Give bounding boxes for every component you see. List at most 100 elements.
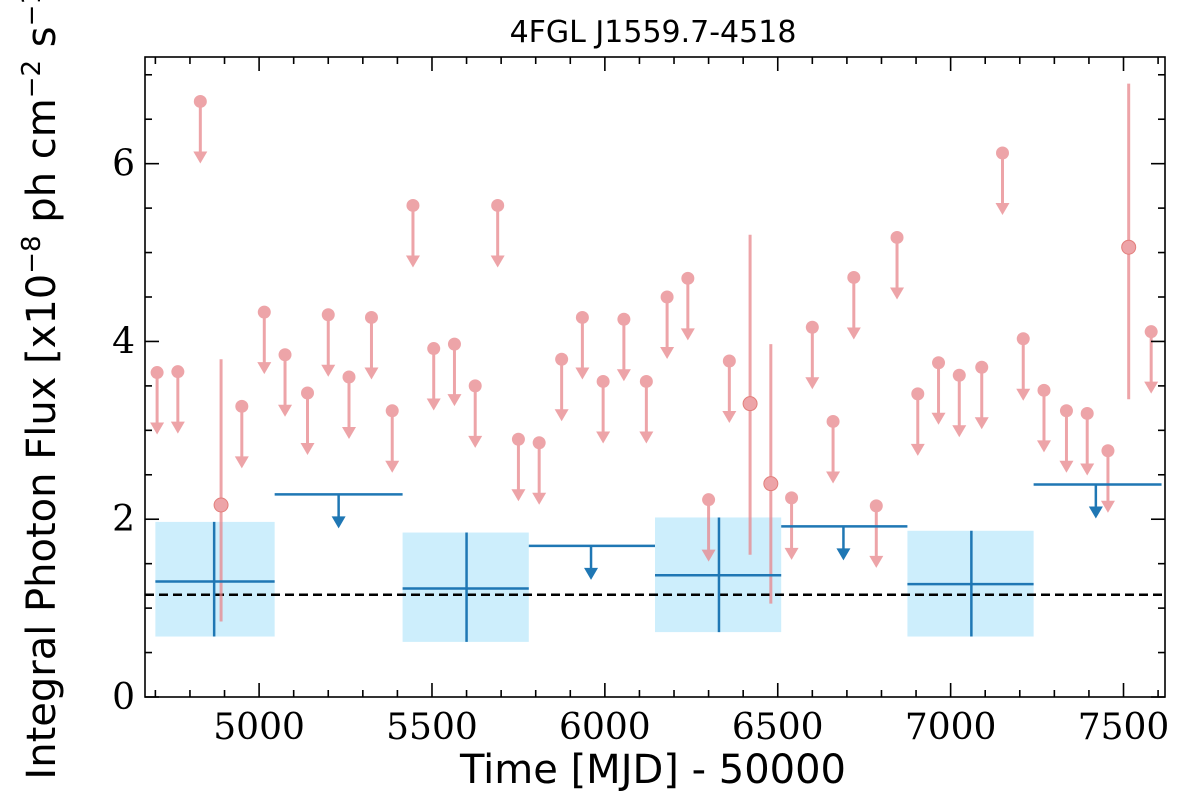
short-bin-upper-limit: [150, 366, 165, 435]
long-bin-upper-limit-arrowhead: [1088, 506, 1103, 519]
y-tick-label: 0: [112, 677, 135, 718]
upper-limit-marker: [257, 305, 271, 319]
upper-limit-marker: [301, 386, 315, 400]
upper-limit-arrowhead: [278, 404, 293, 417]
upper-limit-marker: [468, 379, 482, 393]
upper-limit-arrowhead: [890, 287, 905, 300]
short-bin-upper-limit: [1036, 383, 1051, 453]
upper-limit-arrowhead: [1144, 381, 1159, 394]
short-bin-upper-limit: [701, 493, 716, 562]
upper-limit-marker: [385, 404, 399, 418]
short-bin-upper-limit: [364, 310, 379, 380]
short-bin-upper-limit: [321, 308, 336, 377]
y-axis-label: Integral Photon Flux [x10−8 ph cm−2 s−1]: [17, 0, 65, 780]
upper-limit-arrowhead: [596, 431, 611, 444]
upper-limit-marker: [681, 271, 695, 285]
upper-limit-arrowhead: [447, 394, 462, 407]
short-bin-upper-limit: [1080, 406, 1095, 476]
upper-limit-marker: [321, 308, 335, 322]
short-bin-upper-limit: [278, 348, 293, 417]
short-bin-upper-limit: [826, 414, 841, 484]
upper-limit-marker: [555, 352, 569, 366]
upper-limit-marker: [975, 360, 989, 374]
upper-limit-marker: [617, 312, 631, 326]
upper-limit-marker: [150, 366, 164, 380]
upper-limit-arrowhead: [405, 255, 420, 268]
short-bin-upper-limit: [680, 271, 695, 341]
short-bin-upper-limit: [511, 432, 526, 502]
upper-limit-arrowhead: [805, 377, 820, 390]
upper-limit-marker: [171, 365, 185, 379]
short-bin-upper-limit: [890, 230, 905, 300]
upper-limit-arrowhead: [952, 425, 967, 438]
upper-limit-marker: [1037, 383, 1051, 397]
upper-limit-arrowhead: [193, 151, 208, 164]
upper-limit-arrowhead: [170, 421, 185, 434]
detection-marker: [1121, 239, 1137, 255]
short-bin-upper-limit: [952, 368, 967, 438]
upper-limit-arrowhead: [826, 471, 841, 484]
short-bin-upper-limit: [616, 312, 631, 382]
y-axis-label-main: Integral Photon Flux [x10: [19, 274, 65, 780]
plot-area: [145, 83, 1165, 642]
short-bin-upper-limit: [846, 270, 861, 340]
upper-limit-marker: [193, 94, 207, 108]
upper-limit-marker: [826, 414, 840, 428]
detection-marker: [763, 476, 779, 492]
upper-limit-marker: [235, 399, 249, 413]
upper-limit-marker: [847, 270, 861, 284]
upper-limit-marker: [722, 354, 736, 368]
upper-limit-arrowhead: [931, 412, 946, 425]
x-axis-label: Time [MJD] - 50000: [459, 747, 846, 793]
short-bin-upper-limit: [931, 356, 946, 425]
short-bin-detection: [742, 234, 758, 555]
long-bin-upper-limit-arrowhead: [331, 516, 346, 529]
upper-limit-marker: [702, 493, 716, 507]
upper-limit-marker: [1016, 332, 1030, 346]
upper-limit-arrowhead: [1059, 460, 1074, 473]
upper-limit-arrowhead: [385, 460, 400, 473]
upper-limit-arrowhead: [680, 328, 695, 341]
upper-limit-marker: [869, 499, 883, 513]
upper-limit-marker: [660, 290, 674, 304]
short-bin-upper-limit: [995, 146, 1010, 215]
y-tick-label: 2: [112, 499, 135, 540]
y-axis-label-exp3: −1: [17, 0, 47, 26]
short-bin-upper-limit: [342, 370, 356, 439]
upper-limit-arrowhead: [1080, 463, 1095, 476]
upper-limit-marker: [805, 320, 819, 334]
short-bin-upper-limit: [532, 436, 547, 505]
upper-limit-marker: [596, 374, 610, 388]
upper-limit-arrowhead: [1036, 440, 1051, 453]
y-axis-label-exp2: −2: [17, 60, 47, 98]
short-bin-upper-limit: [170, 365, 185, 434]
short-bin-upper-limit: [257, 305, 272, 375]
short-bin-upper-limit: [805, 320, 820, 390]
upper-limit-arrowhead: [869, 555, 884, 568]
upper-limit-marker: [890, 230, 904, 244]
short-bin-upper-limit: [426, 342, 441, 411]
short-bin-upper-limit: [639, 374, 654, 444]
upper-limit-arrowhead: [639, 431, 654, 444]
upper-limit-marker: [278, 348, 292, 362]
short-bin-detection: [1121, 83, 1137, 400]
detection-marker: [742, 396, 758, 412]
short-bin-upper-limit: [910, 387, 925, 456]
upper-limit-marker: [342, 370, 356, 384]
x-tick-label: 7500: [1078, 707, 1170, 748]
y-axis-label-s: s: [19, 26, 65, 60]
upper-limit-marker: [427, 342, 441, 356]
upper-limit-marker: [532, 436, 546, 450]
short-bin-upper-limit: [1100, 444, 1115, 513]
short-bin-upper-limit: [385, 404, 400, 473]
x-tick-label: 5000: [213, 707, 305, 748]
short-bin-upper-limit: [1016, 332, 1031, 401]
upper-limit-marker: [364, 310, 378, 324]
upper-limit-arrowhead: [468, 435, 483, 448]
upper-limit-arrowhead: [784, 547, 799, 560]
long-bin-upper-limit-arrowhead: [584, 567, 599, 580]
x-tick-label: 6500: [732, 707, 824, 748]
upper-limit-marker: [785, 491, 799, 505]
upper-limit-marker: [511, 432, 525, 446]
upper-limit-arrowhead: [701, 549, 716, 562]
